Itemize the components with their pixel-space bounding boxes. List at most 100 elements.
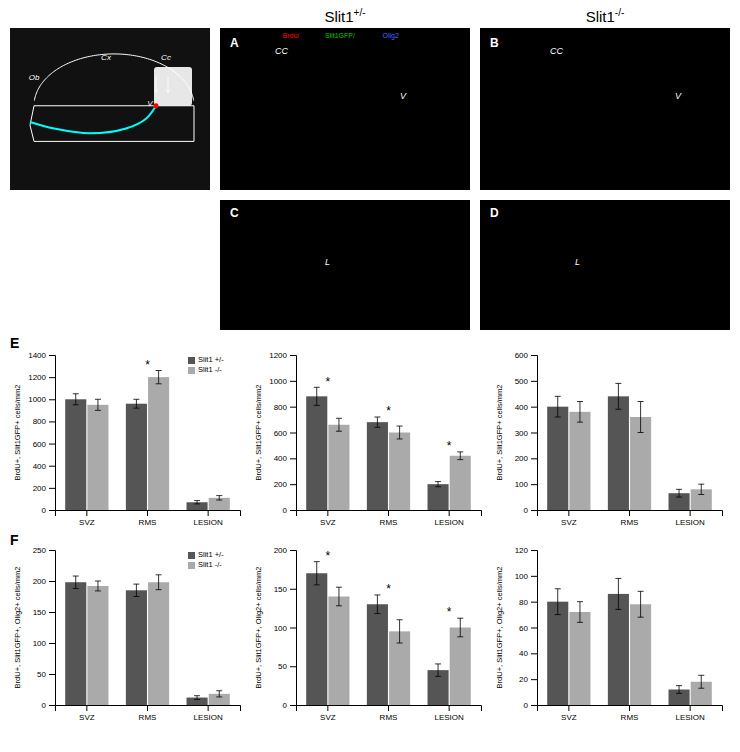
tick: SVZ xyxy=(79,510,95,527)
tick-mark xyxy=(388,705,389,711)
tick: 0 xyxy=(524,506,537,515)
tick-label: 300 xyxy=(515,429,529,438)
bar xyxy=(328,597,349,706)
x-axis: SVZRMSLESION xyxy=(538,705,723,722)
tick-label: 0 xyxy=(524,506,529,515)
tick-mark xyxy=(290,355,296,356)
tick-mark xyxy=(49,674,55,675)
legend-label: Slit1 +/- xyxy=(198,550,224,559)
error-bar xyxy=(336,418,342,431)
channel-label: Brdu/ xyxy=(283,32,300,39)
error-bar xyxy=(336,587,342,606)
bar-series xyxy=(547,578,689,705)
tick: RMS xyxy=(139,705,157,722)
tick: RMS xyxy=(621,705,639,722)
rms-end-dot xyxy=(154,103,159,108)
bar xyxy=(569,612,590,705)
tick-mark xyxy=(568,510,569,516)
tick-label: 800 xyxy=(274,403,288,412)
panel-letter: A xyxy=(230,36,239,50)
tick-mark xyxy=(568,705,569,711)
tick-label: 200 xyxy=(274,480,288,489)
tick: 80 xyxy=(519,598,537,607)
y-axis: 050100150200250 xyxy=(33,546,56,710)
panel-letter: C xyxy=(230,206,239,220)
tick: 200 xyxy=(274,480,296,489)
bar xyxy=(608,594,629,705)
legend-item: Slit1 -/- xyxy=(188,365,222,374)
bar xyxy=(450,628,471,706)
tick-mark xyxy=(531,458,537,459)
tick: 1200 xyxy=(28,373,55,382)
error-bar xyxy=(397,620,403,643)
error-bar xyxy=(133,584,139,596)
tick: 40 xyxy=(519,649,537,658)
tick: 20 xyxy=(519,675,537,684)
bar xyxy=(569,412,590,510)
tick-mark xyxy=(531,381,537,382)
error-bar xyxy=(95,399,101,410)
tick-mark xyxy=(531,484,537,485)
schematic-label: Cc xyxy=(161,53,171,62)
tick: LESION xyxy=(193,705,223,722)
error-bar xyxy=(615,383,621,409)
tick-mark xyxy=(531,653,537,654)
axis-line xyxy=(538,511,723,517)
tick: SVZ xyxy=(320,705,336,722)
axis-line xyxy=(290,356,297,511)
bar-chart: 050100150200250SVZRMSLESIONBrdU+, Slit1G… xyxy=(13,546,241,722)
error-bar xyxy=(615,578,621,609)
error-bar xyxy=(577,602,583,623)
tick: 250 xyxy=(33,546,55,555)
error-bar xyxy=(435,664,441,676)
tick: 1200 xyxy=(269,351,296,360)
region-label: V xyxy=(400,91,407,101)
bar xyxy=(148,377,169,510)
error-bar xyxy=(133,399,139,408)
tick-mark xyxy=(531,433,537,434)
tick-label: 250 xyxy=(33,546,47,555)
tick: 100 xyxy=(33,639,55,648)
axis-line xyxy=(56,511,241,517)
panel-letter: D xyxy=(490,206,499,220)
tick-mark xyxy=(49,581,55,582)
tick-label: 1200 xyxy=(28,373,46,382)
tick-label: 1000 xyxy=(28,395,46,404)
bar-chart: 0100200300400500600SVZRMSLESIONBrdU+, Sl… xyxy=(495,351,723,527)
tick: 0 xyxy=(524,701,537,710)
x-axis: SVZRMSLESION xyxy=(297,705,482,722)
tick: 200 xyxy=(33,577,55,586)
x-axis: SVZRMSLESION xyxy=(538,510,723,527)
tick-label: RMS xyxy=(621,518,639,527)
tick: LESION xyxy=(193,510,223,527)
tick-label: RMS xyxy=(380,713,398,722)
tick-mark xyxy=(208,510,209,516)
region-label: L xyxy=(325,257,330,267)
bar xyxy=(87,405,108,510)
tick-label: 0 xyxy=(524,701,529,710)
axis-title: BrdU+, Slit1GFP+, Olig2+ cells/mm2 xyxy=(495,567,504,689)
bar-chart: 020406080100120SVZRMSLESIONBrdU+, Slit1G… xyxy=(495,546,723,722)
axis-line xyxy=(297,706,482,712)
bar-series xyxy=(328,587,470,705)
tick: RMS xyxy=(621,510,639,527)
tick: SVZ xyxy=(561,705,577,722)
axis-line xyxy=(49,356,56,511)
bar xyxy=(148,582,169,705)
tick-mark xyxy=(290,510,296,511)
bar-series xyxy=(65,394,207,510)
bar xyxy=(328,425,349,510)
brain-outline xyxy=(34,141,194,142)
tick-mark xyxy=(388,510,389,516)
x-axis: SVZRMSLESION xyxy=(56,510,241,527)
bar xyxy=(547,602,568,705)
tick-label: 1400 xyxy=(28,351,46,360)
error-bar xyxy=(216,691,222,697)
tick-label: 100 xyxy=(515,572,529,581)
tick-mark xyxy=(290,589,296,590)
tick-mark xyxy=(290,628,296,629)
tick: RMS xyxy=(380,705,398,722)
schematic-label: V xyxy=(147,99,153,108)
tick-label: SVZ xyxy=(320,518,336,527)
tick-label: 400 xyxy=(515,403,529,412)
